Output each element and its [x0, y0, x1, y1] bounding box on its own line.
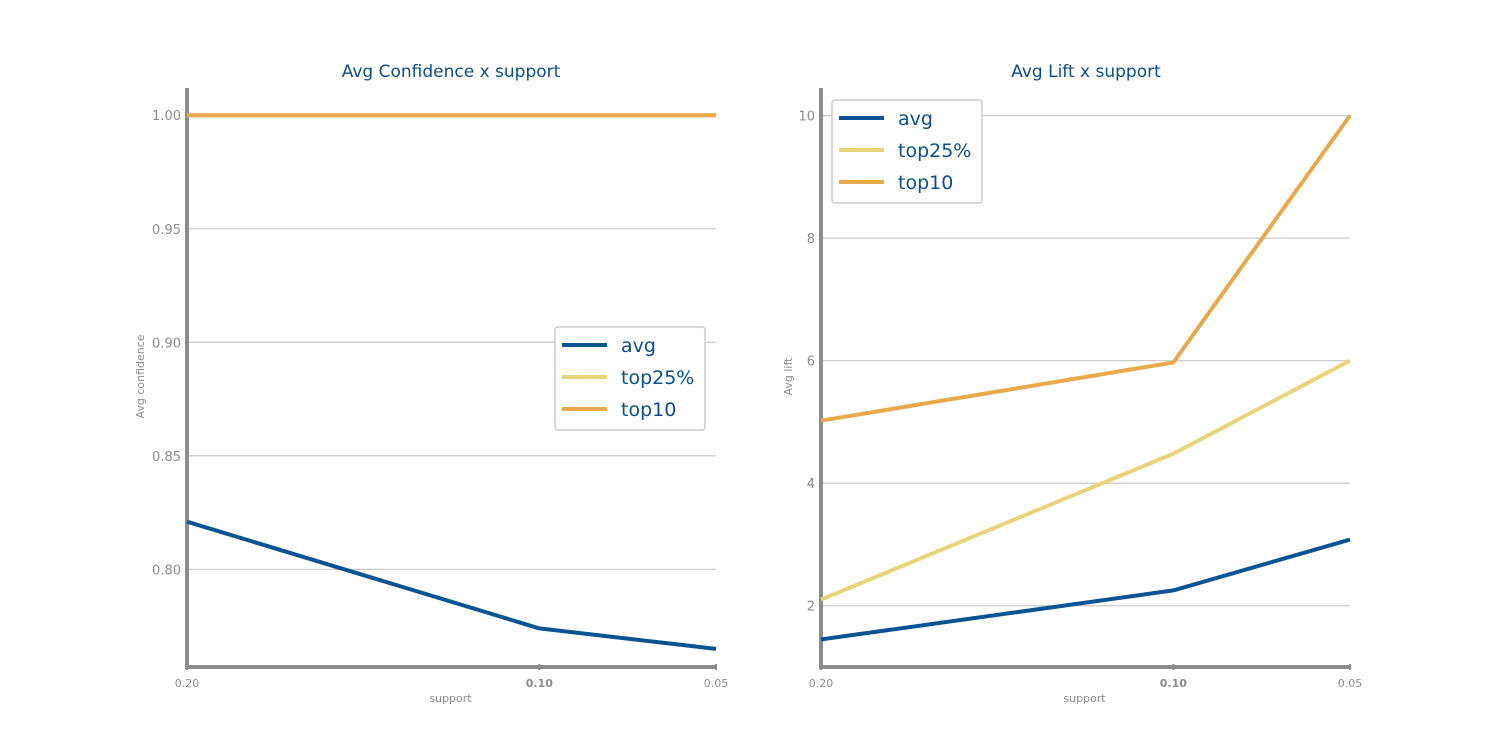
x-tick-label: 0.10: [526, 677, 553, 690]
y-tick-label: 10: [798, 110, 815, 125]
series-line-top25pct: [820, 358, 1351, 602]
chart-1: Avg Confidence x support 0.80 0.85 0.90 0.95…: [134, 62, 728, 705]
y-tick-label: 0.95: [152, 223, 181, 238]
y-tick-label: 1.00: [152, 109, 181, 124]
y-tick-label: 8: [807, 232, 815, 247]
legend-box: [831, 99, 983, 204]
legend: avg top25% top10: [831, 99, 983, 204]
legend-label: top10: [621, 399, 676, 421]
x-tick-label: 0.10: [1160, 677, 1187, 690]
x-tick-label: 0.20: [175, 677, 200, 690]
series-line-avg: [820, 537, 1351, 642]
x-axis-label: support: [1063, 692, 1106, 705]
y-tick-label: 0.80: [152, 563, 181, 578]
series-line-top10: [820, 114, 1352, 423]
legend-label: top10: [898, 172, 953, 194]
chart-title: Avg Confidence x support: [342, 62, 561, 82]
legend-box: [554, 326, 706, 431]
x-axis-label: support: [429, 692, 472, 705]
legend-label: avg: [621, 335, 656, 357]
chart-title: Avg Lift x support: [1011, 62, 1161, 82]
legend: avg top25% top10: [554, 326, 706, 431]
x-tick-label: 0.20: [809, 677, 834, 690]
chart-2: Avg Lift x support 2 4 6 8 10 0.20 0.10 0.05 supp…: [782, 62, 1362, 705]
x-tick-label: 0.05: [704, 677, 729, 690]
y-tick-label: 6: [807, 355, 815, 370]
y-tick-label: 2: [807, 600, 815, 615]
series-line-avg: [186, 519, 717, 651]
legend-label: avg: [898, 108, 933, 130]
y-tick-label: 4: [807, 477, 815, 492]
y-tick-label: 0.85: [152, 450, 181, 465]
legend-label: top25%: [621, 367, 694, 389]
legend-label: top25%: [898, 140, 971, 162]
y-axis-label: Avg confidence: [134, 334, 147, 418]
y-tick-label: 0.90: [152, 336, 181, 351]
x-tick-label: 0.05: [1338, 677, 1363, 690]
y-axis-label: Avg lift: [782, 357, 795, 396]
